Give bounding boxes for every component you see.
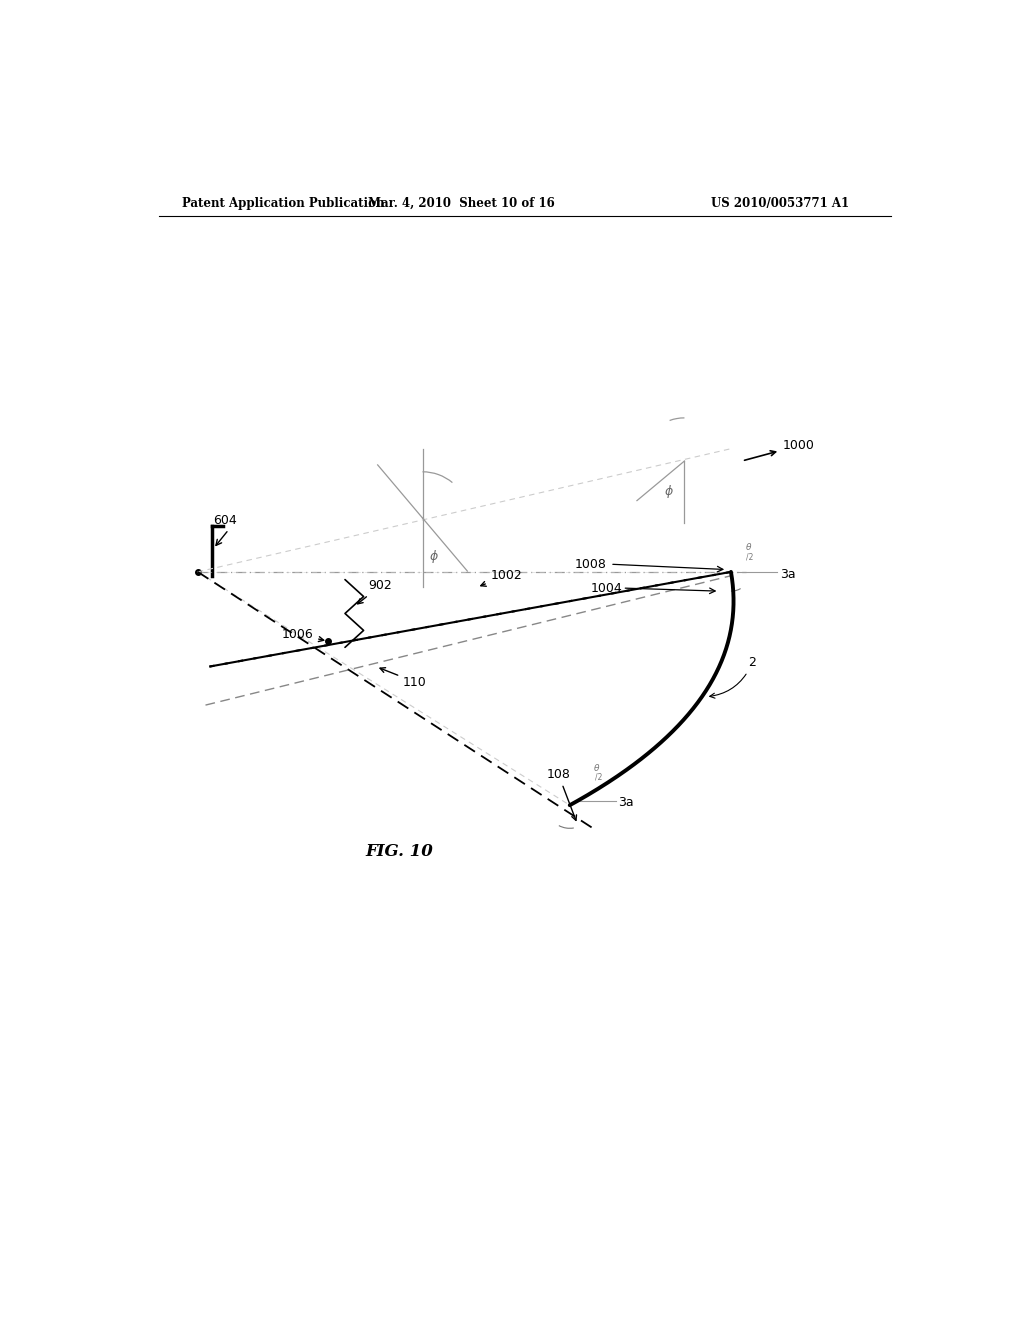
Text: 1000: 1000 [744, 440, 815, 461]
Text: 604: 604 [213, 515, 237, 527]
Text: 1002: 1002 [481, 569, 522, 586]
Text: 3a: 3a [779, 568, 796, 581]
Text: /2: /2 [595, 772, 602, 781]
Text: 1004: 1004 [591, 582, 623, 594]
Text: 3a: 3a [618, 796, 634, 809]
Text: 110: 110 [380, 668, 427, 689]
Text: Mar. 4, 2010  Sheet 10 of 16: Mar. 4, 2010 Sheet 10 of 16 [368, 197, 555, 210]
Text: 1006: 1006 [282, 628, 324, 642]
Text: 108: 108 [547, 768, 577, 821]
Text: 1008: 1008 [575, 557, 607, 570]
Text: FIG. 10: FIG. 10 [366, 843, 433, 859]
Text: $\theta$: $\theta$ [593, 762, 600, 772]
Text: Patent Application Publication: Patent Application Publication [182, 197, 385, 210]
Text: /2: /2 [746, 553, 754, 561]
Text: US 2010/0053771 A1: US 2010/0053771 A1 [711, 197, 849, 210]
Text: $\phi$: $\phi$ [429, 548, 439, 565]
Text: $\theta$: $\theta$ [744, 541, 753, 552]
Text: 2: 2 [710, 656, 757, 698]
Text: $\phi$: $\phi$ [664, 483, 674, 500]
Text: 902: 902 [357, 579, 392, 603]
